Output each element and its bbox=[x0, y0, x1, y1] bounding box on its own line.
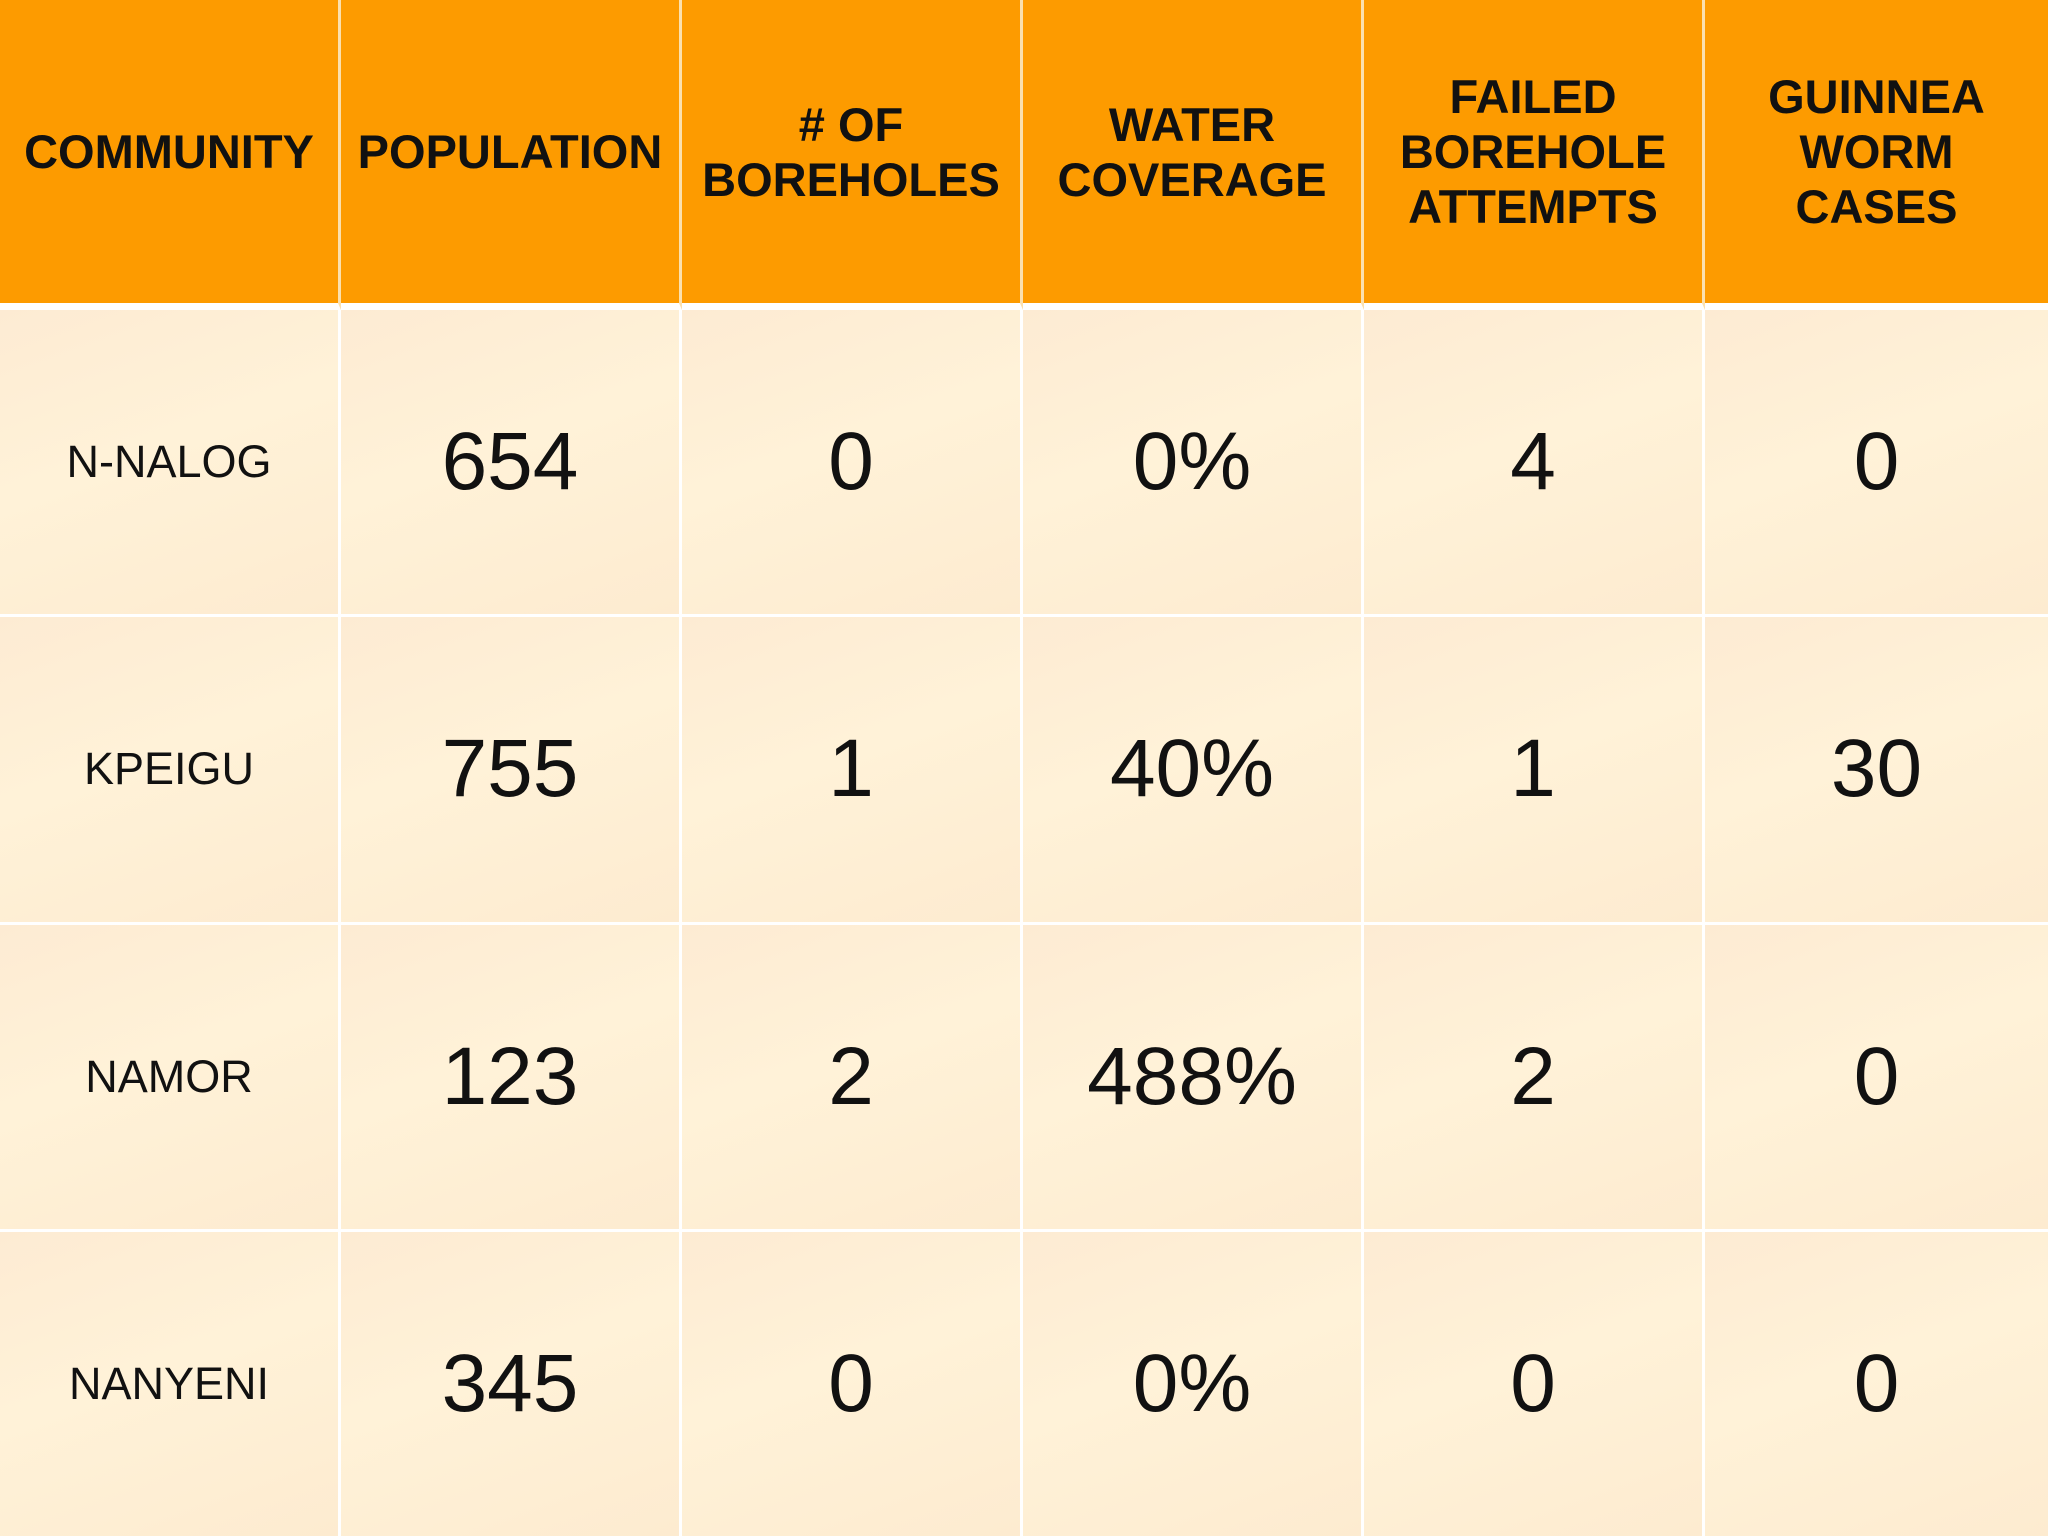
cell-community: KPEIGU bbox=[0, 617, 341, 925]
cell-failed-attempts: 4 bbox=[1364, 310, 1705, 618]
header-failed-attempts: FAILED BOREHOLE ATTEMPTS bbox=[1364, 0, 1705, 310]
cell-population: 123 bbox=[341, 924, 682, 1232]
cell-failed-attempts: 2 bbox=[1364, 924, 1705, 1232]
cell-water-coverage: 0% bbox=[1023, 1231, 1364, 1536]
table-row: NANYENI 345 0 0% 0 0 bbox=[0, 1231, 2048, 1536]
cell-population: 345 bbox=[341, 1231, 682, 1536]
header-water-coverage: WATER COVERAGE bbox=[1023, 0, 1364, 310]
table-header-row: COMMUNITY POPULATION # OF BOREHOLES WATE… bbox=[0, 0, 2048, 310]
cell-boreholes: 0 bbox=[682, 1231, 1023, 1536]
cell-population: 755 bbox=[341, 617, 682, 925]
cell-population: 654 bbox=[341, 310, 682, 618]
cell-community: NAMOR bbox=[0, 924, 341, 1232]
cell-guinea-worm-cases: 0 bbox=[1705, 1231, 2048, 1536]
cell-boreholes: 2 bbox=[682, 924, 1023, 1232]
cell-guinea-worm-cases: 0 bbox=[1705, 924, 2048, 1232]
cell-guinea-worm-cases: 0 bbox=[1705, 310, 2048, 618]
header-guinea-worm-cases: GUINNEA WORM CASES bbox=[1705, 0, 2048, 310]
cell-guinea-worm-cases: 30 bbox=[1705, 617, 2048, 925]
cell-boreholes: 1 bbox=[682, 617, 1023, 925]
table-row: KPEIGU 755 1 40% 1 30 bbox=[0, 617, 2048, 925]
header-population: POPULATION bbox=[341, 0, 682, 310]
cell-water-coverage: 0% bbox=[1023, 310, 1364, 618]
cell-failed-attempts: 1 bbox=[1364, 617, 1705, 925]
cell-water-coverage: 488% bbox=[1023, 924, 1364, 1232]
header-community: COMMUNITY bbox=[0, 0, 341, 310]
cell-failed-attempts: 0 bbox=[1364, 1231, 1705, 1536]
cell-water-coverage: 40% bbox=[1023, 617, 1364, 925]
table-row: N-NALOG 654 0 0% 4 0 bbox=[0, 310, 2048, 618]
cell-boreholes: 0 bbox=[682, 310, 1023, 618]
table-row: NAMOR 123 2 488% 2 0 bbox=[0, 924, 2048, 1232]
cell-community: N-NALOG bbox=[0, 310, 341, 618]
header-boreholes: # OF BOREHOLES bbox=[682, 0, 1023, 310]
cell-community: NANYENI bbox=[0, 1231, 341, 1536]
